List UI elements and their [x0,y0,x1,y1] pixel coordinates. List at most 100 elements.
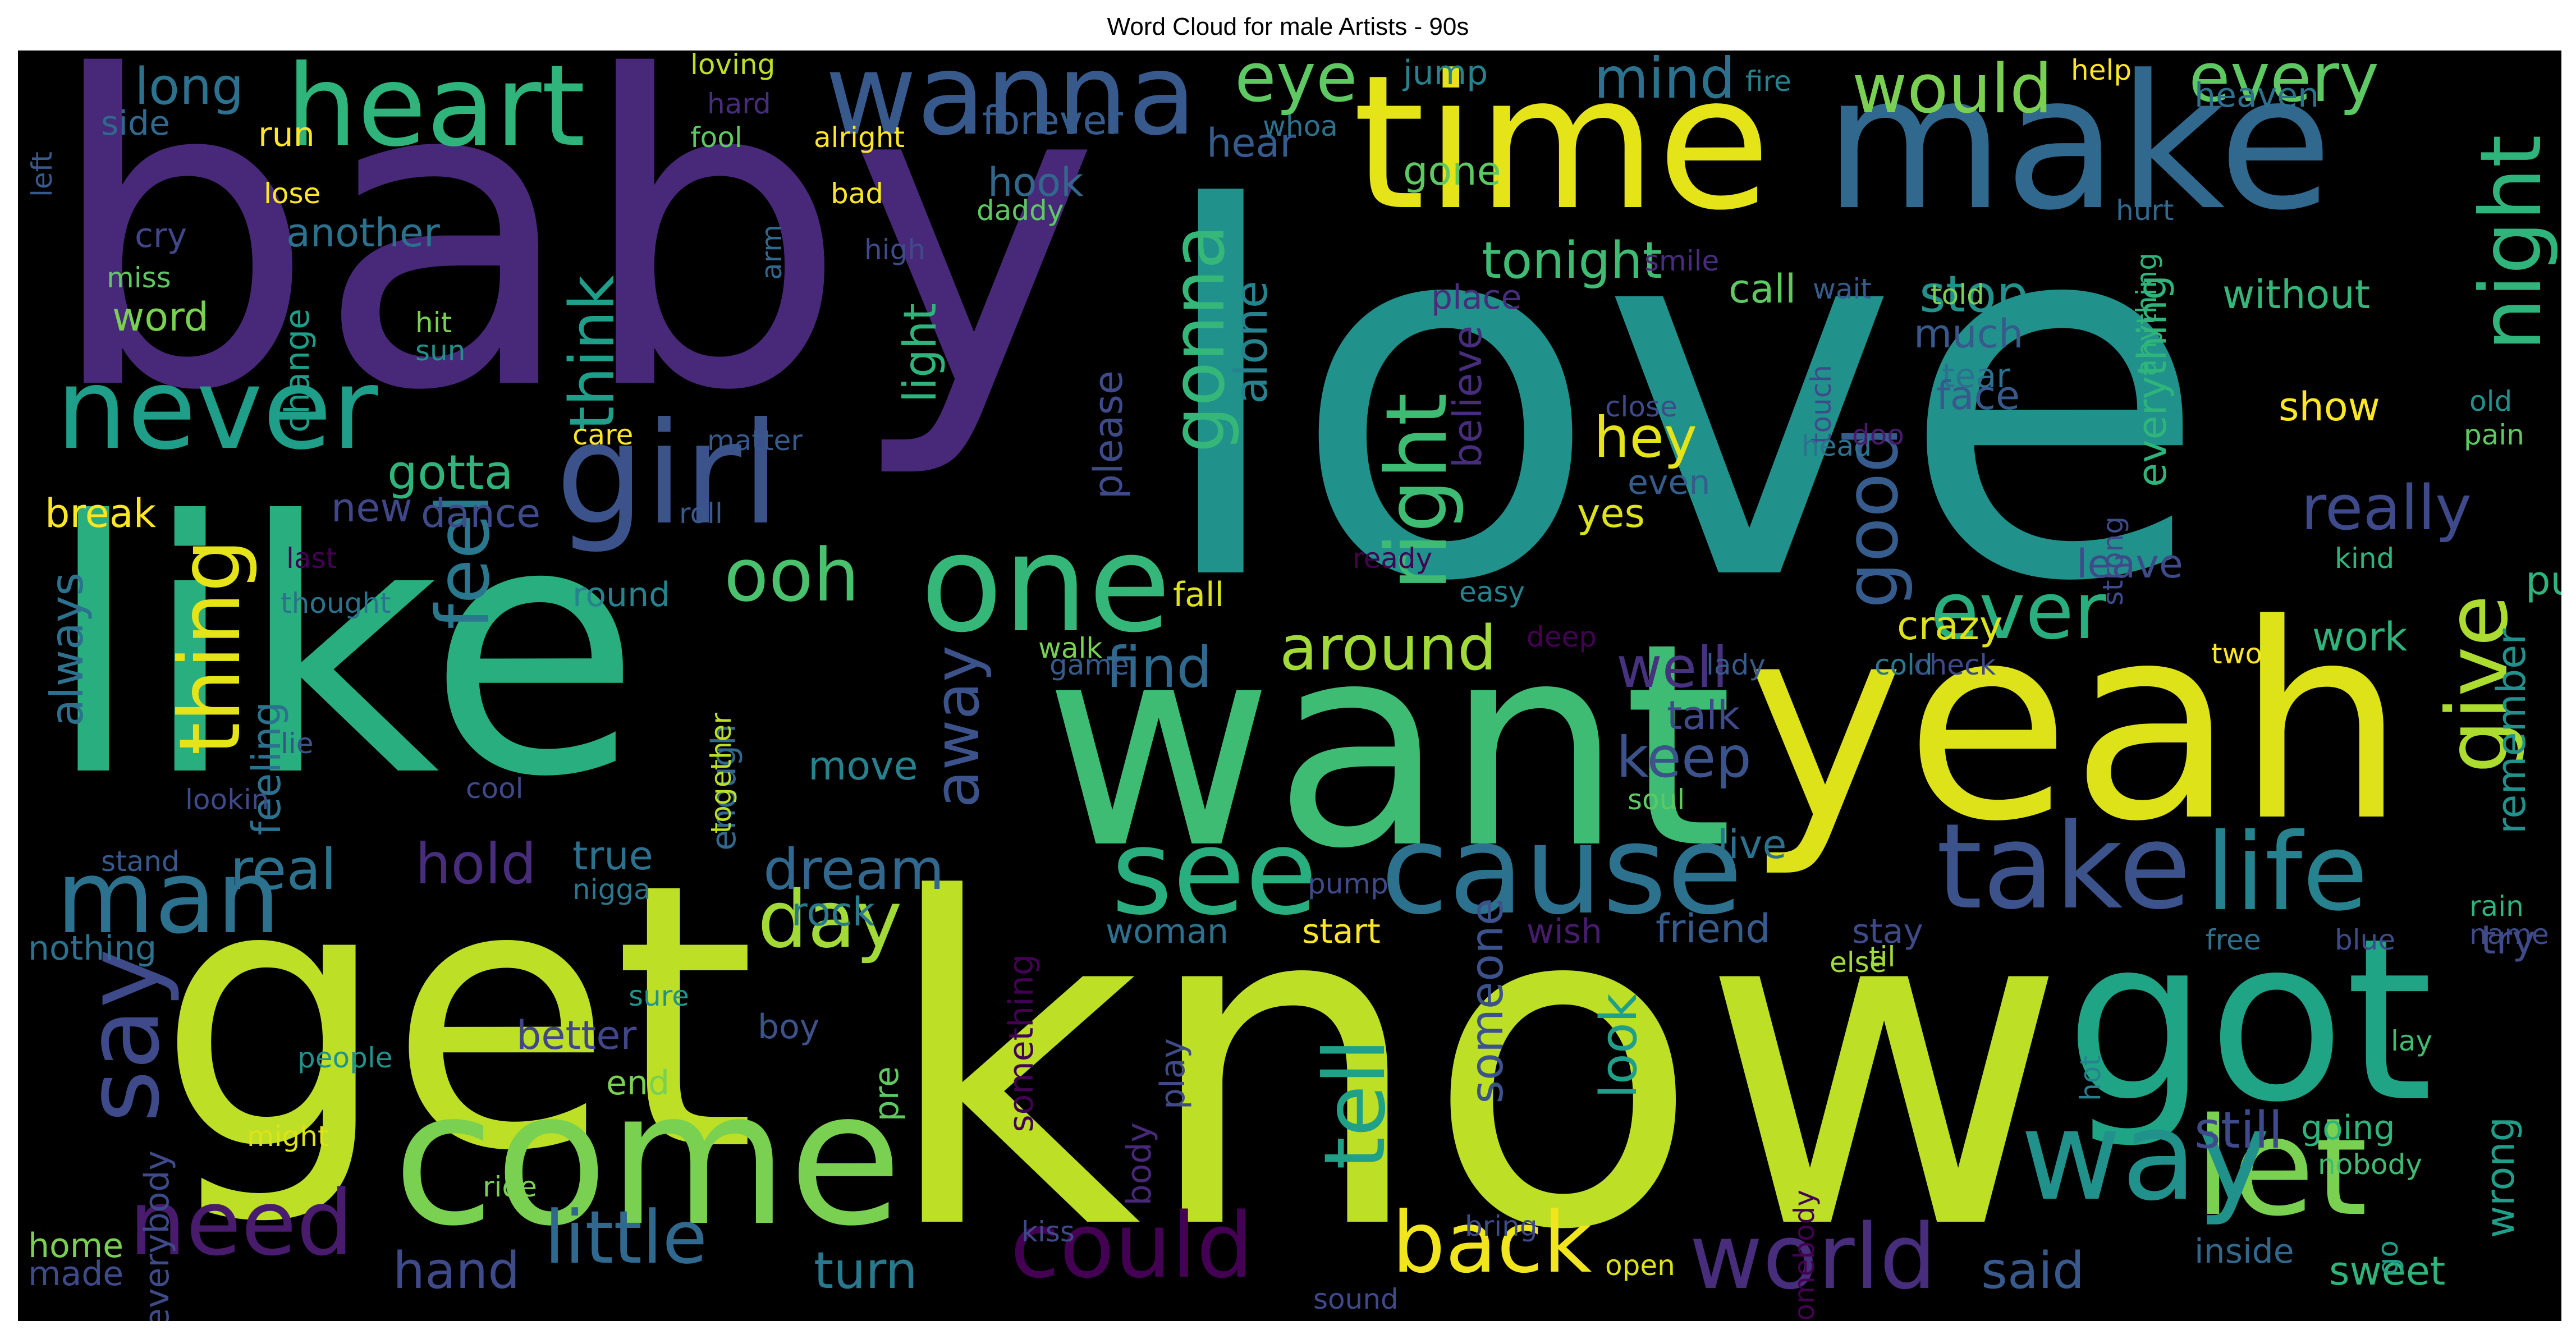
word-long: long [135,57,244,116]
word-boy: boy [758,1007,820,1047]
word-play: play [1153,1038,1193,1110]
word-around: around [1280,612,1497,684]
word-kind: kind [2335,542,2395,575]
word-might: might [247,1120,329,1153]
word-start: start [1302,912,1381,951]
word-ooh: ooh [724,533,860,618]
word-strong: strong [2097,516,2129,606]
word-open: open [1605,1249,1675,1282]
word-please: please [1085,370,1131,499]
word-see: see [1111,804,1318,941]
word-pump: pump [1308,868,1388,900]
word-name: name [2469,918,2549,951]
word-check: check [1914,649,1996,681]
word-want: want [1044,583,1734,910]
word-arm: arm [755,224,788,281]
word-word: word [112,294,209,340]
word-would: would [1852,51,2053,129]
word-gotta: gotta [387,445,514,501]
word-ever: ever [1931,566,2106,657]
word-say: say [65,948,182,1123]
word-night: night [2463,135,2560,351]
word-end: end [606,1063,670,1103]
word-rock: rock [791,889,876,935]
word-like: like [45,448,641,853]
word-better: better [516,1012,637,1058]
word-look: look [1589,993,1648,1099]
word-anything: anything [2130,253,2163,377]
word-work: work [2312,614,2408,660]
word-find: find [1106,635,1212,700]
word-away: away [921,645,993,808]
word-body: body [1120,1122,1159,1206]
word-fool: fool [690,121,742,154]
word-even: even [1628,463,1711,502]
word-woman: woman [1106,912,1229,951]
word-always: always [41,572,93,727]
word-alright: alright [814,121,905,154]
word-come: come [393,1051,902,1267]
word-friend: friend [1656,906,1771,952]
word-leave: leave [2077,541,2183,587]
word-girl: girl [556,392,781,556]
word-life: life [2206,810,2368,934]
word-another: another [286,210,440,256]
word-hit: hit [415,306,452,339]
word-tear: tear [1942,356,2010,396]
word-turn: turn [814,1241,918,1300]
word-easy: easy [1459,576,1525,608]
word-real: real [230,837,337,902]
word-something: something [1002,954,1041,1132]
word-little: little [544,1195,708,1280]
word-yeah: yeah [1745,567,2407,881]
word-matter: matter [707,424,803,457]
word-lay: lay [2391,1025,2433,1057]
word-love: love [1151,104,2210,692]
word-talk: talk [1667,693,1740,739]
word-round: round [572,575,671,615]
word-nothing: nothing [28,929,157,968]
word-make: make [1824,51,2333,251]
word-hold: hold [415,831,537,897]
word-doo: doo [1852,419,1904,451]
word-else: else [1830,946,1887,979]
word-soul: soul [1628,783,1685,816]
word-let: let [2194,1089,2368,1246]
word-home: home [28,1226,124,1265]
word-left: left [26,152,58,197]
word-sound: sound [1313,1283,1399,1315]
word-game: game [1049,649,1129,681]
word-think: think [556,275,628,430]
word-pain: pain [2464,419,2524,451]
word-jump: jump [1403,53,1488,93]
word-stay: stay [1852,912,1924,951]
word-hurt: hurt [2116,194,2174,227]
word-need: need [129,1171,354,1276]
word-cold: cold [1874,649,1933,681]
word-cool: cool [466,772,524,805]
word-old: old [2469,385,2513,418]
word-day: day [758,874,902,966]
word-remember: remember [2488,629,2534,834]
word-tell: tell [1307,1038,1404,1170]
word-show: show [2279,384,2380,430]
word-nigga: nigga [572,873,651,906]
word-last: last [286,542,337,575]
word-take: take [1936,798,2192,936]
word-free: free [2206,924,2261,956]
word-walk: walk [1038,632,1103,664]
word-stop: stop [1919,265,2029,324]
word-people: people [297,1042,393,1074]
word-bring: bring [1465,1210,1538,1242]
word-loving: loving [690,51,776,81]
word-time: time [1353,51,1771,251]
word-sure: sure [629,980,689,1012]
word-heaven: heaven [2194,76,2320,115]
word-back: back [1392,1194,1592,1292]
word-well: well [1616,635,1728,700]
word-pre: pre [867,1066,906,1122]
word-close: close [1605,391,1677,423]
word-rain: rain [2469,890,2524,923]
word-made: made [28,1254,124,1294]
word-thought: thought [281,587,391,620]
